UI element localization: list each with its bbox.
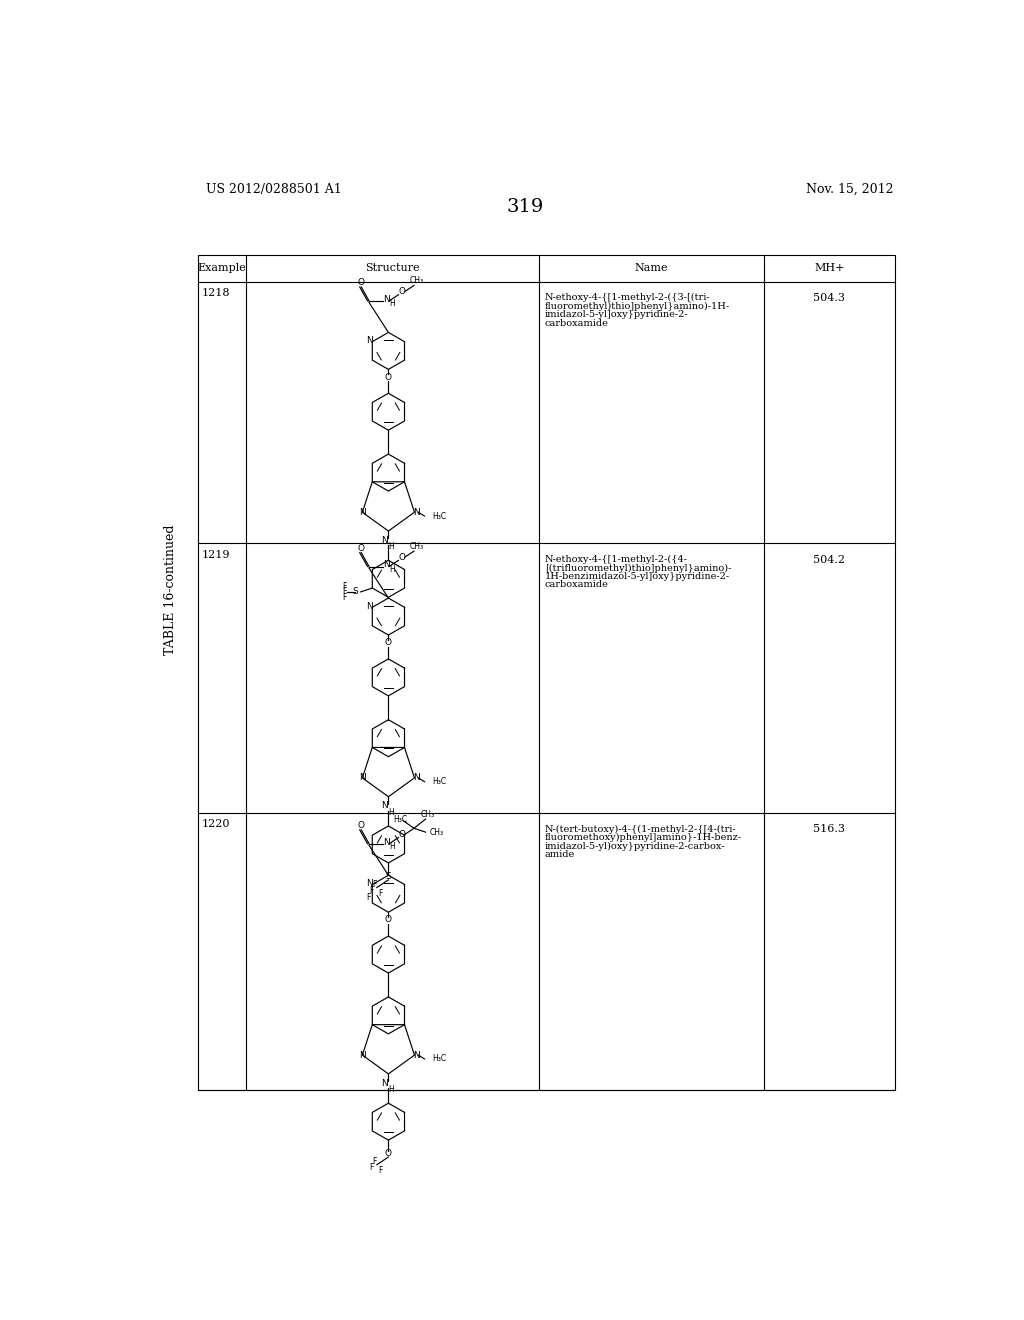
Bar: [198, 255, 895, 1090]
Text: 1219: 1219: [202, 549, 230, 560]
Text: imidazol-5-yl)oxy}pyridine-2-carbox-: imidazol-5-yl)oxy}pyridine-2-carbox-: [545, 841, 725, 850]
Text: CH₃: CH₃: [421, 810, 435, 818]
Text: Structure: Structure: [365, 263, 420, 273]
Text: N: N: [381, 1078, 388, 1088]
Text: Nov. 15, 2012: Nov. 15, 2012: [806, 183, 894, 197]
Text: F: F: [342, 587, 346, 597]
Text: F: F: [379, 890, 383, 898]
Text: N: N: [359, 774, 366, 783]
Text: O: O: [385, 639, 392, 647]
Text: N: N: [381, 801, 388, 810]
Text: N: N: [414, 1051, 420, 1060]
Text: N: N: [383, 561, 389, 569]
Text: N: N: [367, 337, 373, 345]
Text: F: F: [379, 1167, 383, 1175]
Text: N: N: [367, 602, 373, 611]
Text: N: N: [359, 1051, 366, 1060]
Text: N: N: [414, 508, 420, 516]
Text: H₃C: H₃C: [432, 1055, 446, 1064]
Text: O: O: [385, 916, 392, 924]
Text: S: S: [352, 586, 358, 595]
Text: N: N: [414, 774, 420, 783]
Text: H: H: [389, 565, 395, 574]
Text: F: F: [342, 593, 346, 602]
Text: F: F: [373, 880, 377, 888]
Text: O: O: [385, 372, 392, 381]
Text: amide: amide: [545, 850, 575, 859]
Text: O: O: [385, 1150, 392, 1159]
Text: H: H: [388, 808, 393, 817]
Text: H₃C: H₃C: [432, 777, 446, 787]
Text: CH₃: CH₃: [429, 828, 443, 837]
Text: imidazol-5-yl]oxy}pyridine-2-: imidazol-5-yl]oxy}pyridine-2-: [545, 310, 688, 319]
Text: [(trifluoromethyl)thio]phenyl}amino)-: [(trifluoromethyl)thio]phenyl}amino)-: [545, 564, 731, 573]
Text: 1218: 1218: [202, 288, 230, 298]
Text: N-(tert-butoxy)-4-{(1-methyl-2-{[4-(tri-: N-(tert-butoxy)-4-{(1-methyl-2-{[4-(tri-: [545, 825, 736, 833]
Text: N-ethoxy-4-{[1-methyl-2-({4-: N-ethoxy-4-{[1-methyl-2-({4-: [545, 554, 688, 564]
Text: N: N: [359, 508, 366, 516]
Text: F: F: [342, 582, 346, 591]
Text: O: O: [398, 288, 406, 296]
Text: H: H: [388, 543, 393, 550]
Text: TABLE 16-continued: TABLE 16-continued: [164, 524, 177, 655]
Text: N: N: [367, 879, 373, 888]
Text: fluoromethyl)thio]phenyl}amino)-1H-: fluoromethyl)thio]phenyl}amino)-1H-: [545, 302, 730, 310]
Text: F: F: [366, 894, 371, 902]
Text: 1H-benzimidazol-5-yl]oxy}pyridine-2-: 1H-benzimidazol-5-yl]oxy}pyridine-2-: [545, 572, 730, 581]
Text: F: F: [370, 886, 374, 895]
Text: 319: 319: [506, 198, 544, 216]
Text: CH₃: CH₃: [410, 276, 424, 285]
Text: H: H: [388, 1085, 393, 1094]
Text: CH₃: CH₃: [410, 543, 424, 550]
Text: H: H: [389, 300, 395, 309]
Text: N: N: [383, 294, 389, 304]
Text: S: S: [385, 873, 391, 882]
Text: O: O: [357, 279, 364, 286]
Text: H₃C: H₃C: [393, 814, 408, 824]
Text: MH+: MH+: [814, 263, 845, 273]
Text: fluoromethoxy)phenyl]amino}-1H-benz-: fluoromethoxy)phenyl]amino}-1H-benz-: [545, 833, 742, 842]
Text: O: O: [398, 830, 406, 840]
Text: N: N: [381, 536, 388, 545]
Text: O: O: [398, 553, 406, 562]
Text: 516.3: 516.3: [813, 825, 846, 834]
Text: F: F: [373, 1158, 377, 1166]
Text: 504.3: 504.3: [813, 293, 846, 304]
Text: F: F: [370, 1163, 374, 1172]
Text: carboxamide: carboxamide: [545, 318, 609, 327]
Text: 1220: 1220: [202, 818, 230, 829]
Text: carboxamide: carboxamide: [545, 581, 609, 589]
Text: H: H: [389, 842, 395, 851]
Text: US 2012/0288501 A1: US 2012/0288501 A1: [206, 183, 341, 197]
Text: N: N: [383, 838, 389, 846]
Text: 504.2: 504.2: [813, 554, 846, 565]
Text: N-ethoxy-4-{[1-methyl-2-({3-[(tri-: N-ethoxy-4-{[1-methyl-2-({3-[(tri-: [545, 293, 711, 302]
Text: Name: Name: [635, 263, 668, 273]
Text: H₃C: H₃C: [432, 512, 446, 520]
Text: O: O: [357, 544, 364, 553]
Text: Example: Example: [198, 263, 246, 273]
Text: O: O: [357, 821, 364, 830]
